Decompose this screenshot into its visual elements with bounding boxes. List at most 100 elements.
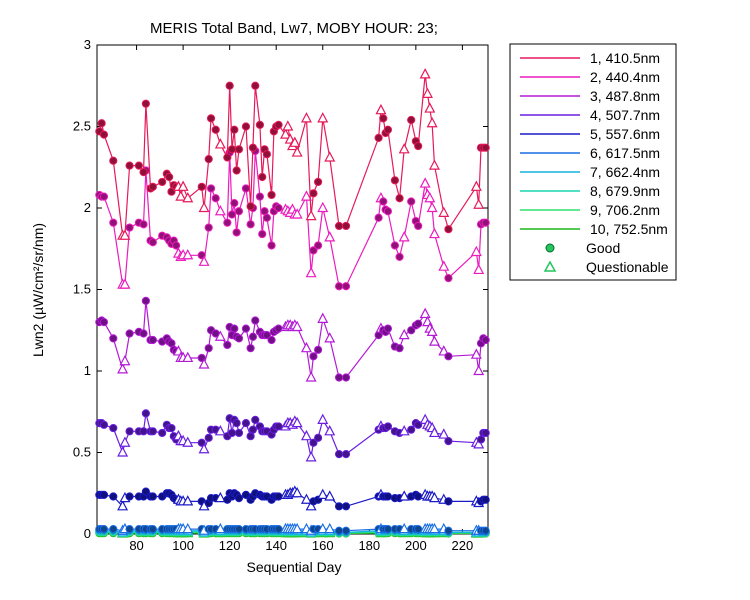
data-point-good [232,228,241,237]
data-point-questionable [473,198,485,209]
data-point-questionable [428,522,440,534]
data-point-questionable [398,522,410,534]
data-point-good [274,203,283,213]
data-point-good [206,114,216,123]
data-point-good [379,114,388,123]
data-point-good [99,420,109,429]
data-point-questionable [198,201,210,213]
data-point-good [444,273,453,283]
data-point-questionable [398,328,410,340]
data-point-good [444,352,453,361]
data-point-good [141,409,150,418]
data-point-questionable [175,190,187,201]
data-point-good [267,190,276,200]
x-tick-label: 200 [405,538,427,553]
plot-area: 80 100 120 140 160 180 200 220 0 0.5 1 1.5 2 2.5 3 [73,37,490,553]
data-point-good [232,419,241,428]
data-point-questionable [424,102,436,113]
data-point-good [383,324,393,333]
data-point-questionable [375,103,387,115]
data-point-questionable [428,159,440,170]
data-point-questionable [214,425,226,436]
data-point-good [139,220,148,229]
legend-box [509,43,677,281]
data-point-questionable [317,522,329,534]
data-point-questionable [324,425,336,436]
data-point-good [309,438,318,447]
data-point-good [481,495,490,504]
data-point-good [395,194,404,203]
data-point-questionable [198,255,210,266]
data-point-good [334,221,344,231]
data-point-questionable [117,446,129,457]
data-point-good [167,423,176,433]
data-point-questionable [305,451,317,462]
data-point-questionable [119,436,131,447]
y-tick-label: 1 [84,363,91,378]
data-point-good [334,282,344,291]
data-point-good [341,221,351,231]
data-point-good [204,433,213,442]
data-point-good [158,177,167,187]
data-point-questionable [300,190,312,201]
data-point-questionable [470,180,482,191]
data-point-good [444,225,453,234]
data-point-good [258,172,267,182]
data-point-questionable [214,204,226,216]
data-point-good [125,525,134,534]
data-point-good [251,81,260,90]
data-point-good [407,197,416,206]
data-point-questionable [317,488,329,499]
data-point-good [341,282,351,291]
data-point-good [141,99,150,108]
axes-frame [96,44,489,535]
data-point-good [241,122,251,131]
data-point-good [274,525,283,534]
data-point-good [309,352,318,361]
data-point-good [230,324,239,333]
data-point-questionable [428,491,440,503]
data-point-good [97,119,106,128]
legend-label: 5, 557.6nm [590,126,660,142]
data-point-good [255,120,265,129]
data-point-questionable [438,345,450,356]
x-tick-label: 80 [129,538,143,553]
data-point-good [141,296,150,306]
data-point-good [241,324,251,333]
data-point-good [444,436,453,446]
y-tick-label: 2 [84,200,91,215]
data-point-good [165,172,174,182]
data-point-good [274,492,283,501]
data-point-questionable [182,191,194,203]
y-tick-label: 2.5 [73,119,91,134]
x-tick-label: 180 [358,538,380,553]
data-point-questionable [291,320,303,332]
data-point-good [134,161,143,170]
data-point-good [223,340,232,350]
data-point-good [99,130,109,139]
data-point-questionable [473,263,485,275]
data-point-good [267,241,276,250]
data-point-good [109,492,118,501]
data-point-good [314,241,323,250]
data-point-good [109,218,118,227]
data-point-good [251,316,260,325]
data-point-questionable [426,201,438,213]
data-point-good [407,425,416,434]
data-point-good [407,115,416,125]
data-point-good [481,335,490,345]
data-point-questionable [324,490,336,501]
data-point-questionable [177,180,189,191]
data-point-good [267,335,276,345]
data-point-good [227,145,237,154]
data-point-good [223,218,232,227]
data-point-good [211,125,220,134]
data-point-questionable [291,208,303,219]
data-point-good [158,428,167,438]
data-point-questionable [398,143,410,154]
series-group [95,146,490,291]
data-point-good [246,202,255,211]
data-point-good [234,334,244,343]
data-point-good [248,143,258,152]
data-point-good [274,120,283,129]
